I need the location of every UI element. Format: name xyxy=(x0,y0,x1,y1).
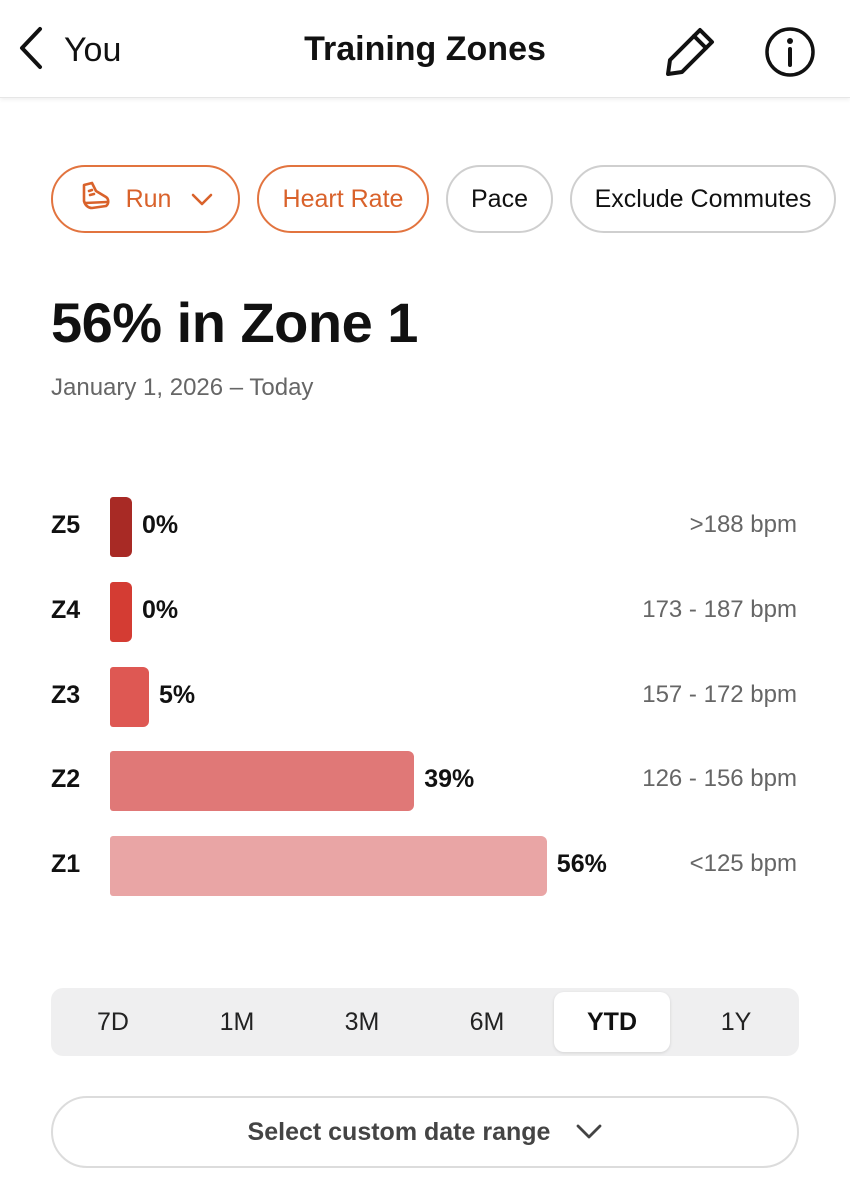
chevron-left-icon xyxy=(14,25,48,76)
zone-label: Z2 xyxy=(51,765,81,793)
info-icon xyxy=(764,27,816,82)
zone-bpm-range: 173 - 187 bpm xyxy=(642,596,797,623)
period-option[interactable]: 7D xyxy=(97,1007,129,1036)
zone-bpm-range: 126 - 156 bpm xyxy=(642,765,797,792)
zone-percent: 56% xyxy=(556,850,607,878)
zone-label: Z5 xyxy=(51,511,81,539)
pencil-icon xyxy=(662,28,718,84)
period-option[interactable]: 1M xyxy=(219,1007,255,1036)
chevron-down-icon xyxy=(171,185,213,214)
zone-percent: 0% xyxy=(142,511,179,539)
heart-rate-chip[interactable]: Heart Rate xyxy=(257,165,429,233)
date-range-text: January 1, 2026 – Today xyxy=(51,374,314,401)
zone-bpm-range: >188 bpm xyxy=(689,511,797,538)
zone-percent: 0% xyxy=(142,596,179,624)
custom-date-range-label: Select custom date range xyxy=(247,1117,551,1146)
zone-bar xyxy=(110,497,132,557)
period-option[interactable]: YTD xyxy=(554,992,670,1052)
period-option[interactable]: 6M xyxy=(469,1007,505,1036)
zone-bar xyxy=(110,751,415,811)
filter-chips: Run Heart Rate Pace Exclude Commutes xyxy=(0,165,850,233)
top-nav-bar: You Training Zones xyxy=(0,0,850,98)
zone-row: Z3 5% 157 - 172 bpm xyxy=(0,667,850,727)
pace-chip[interactable]: Pace xyxy=(446,165,553,233)
back-button[interactable]: You xyxy=(14,22,121,78)
zone-label: Z3 xyxy=(51,681,81,709)
period-option[interactable]: 1Y xyxy=(720,1007,752,1036)
zone-label: Z4 xyxy=(51,596,81,624)
exclude-commutes-chip[interactable]: Exclude Commutes xyxy=(570,165,836,233)
zone-percent: 39% xyxy=(424,765,475,793)
sport-dropdown-chip[interactable]: Run xyxy=(51,165,240,233)
zone-row: Z2 39% 126 - 156 bpm xyxy=(0,751,850,811)
running-shoe-icon xyxy=(78,179,126,220)
back-label: You xyxy=(64,30,122,69)
zone-bpm-range: 157 - 172 bpm xyxy=(642,681,797,708)
zone-bar xyxy=(110,667,149,727)
zone-bar xyxy=(110,836,547,896)
zone-summary-headline: 56% in Zone 1 xyxy=(51,291,418,354)
page-title: Training Zones xyxy=(304,30,546,68)
zone-row: Z4 0% 173 - 187 bpm xyxy=(0,582,850,642)
period-option[interactable]: 3M xyxy=(344,1007,380,1036)
custom-date-range-button[interactable]: Select custom date range xyxy=(51,1096,799,1168)
zone-label: Z1 xyxy=(51,850,81,878)
sport-label: Run xyxy=(125,184,172,213)
edit-button[interactable] xyxy=(662,24,718,80)
zone-bpm-range: <125 bpm xyxy=(689,850,797,877)
chevron-down-icon xyxy=(550,1118,602,1147)
zone-bar xyxy=(110,582,132,642)
zone-row: Z5 0% >188 bpm xyxy=(0,497,850,557)
zone-percent: 5% xyxy=(159,681,196,709)
info-button[interactable] xyxy=(764,26,816,78)
zone-row: Z1 56% <125 bpm xyxy=(0,836,850,896)
period-selector: 7D 1M 3M 6M YTD 1Y xyxy=(51,988,799,1056)
